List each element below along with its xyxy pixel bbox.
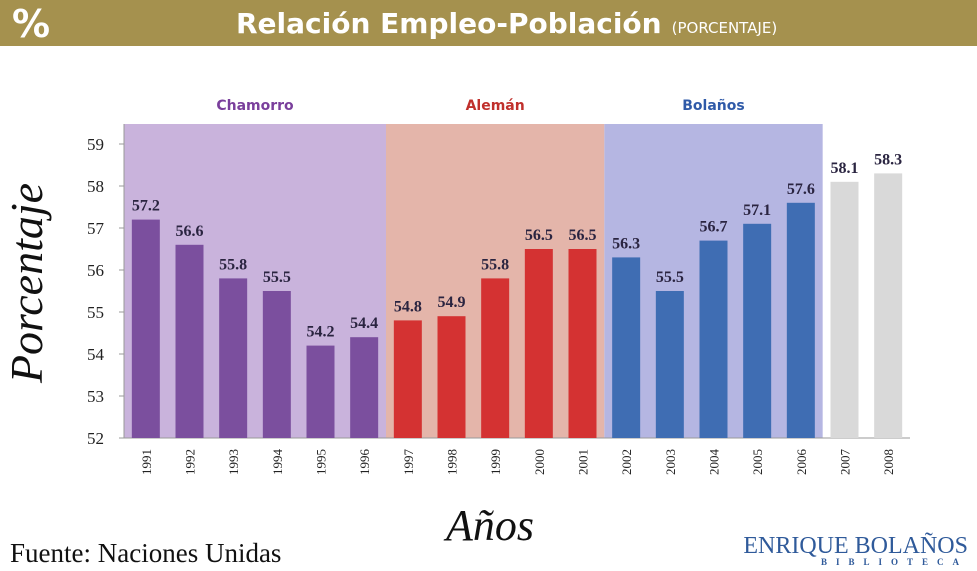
- subtitle: (PORCENTAJE): [672, 19, 778, 37]
- header-title: Relación Empleo-Población (PORCENTAJE): [236, 7, 777, 40]
- x-tick-label: 1998: [445, 449, 460, 475]
- value-label: 55.5: [656, 269, 684, 286]
- header-symbol: %: [12, 2, 50, 46]
- x-tick-label: 1997: [401, 449, 416, 476]
- x-tick-label: 2004: [707, 449, 722, 476]
- x-tick-label: 1995: [314, 449, 329, 475]
- y-tick-label: 58: [87, 177, 104, 196]
- bar: [262, 291, 291, 438]
- y-tick-label: 52: [87, 429, 104, 448]
- y-tick-label: 55: [87, 303, 104, 322]
- x-tick-label: 2006: [794, 449, 809, 476]
- value-label: 54.4: [350, 315, 378, 332]
- value-label: 56.5: [525, 227, 553, 244]
- y-axis-label: Porcentaje: [1, 183, 52, 384]
- bar: [743, 223, 772, 438]
- y-tick-label: 53: [87, 387, 104, 406]
- y-tick-label: 57: [87, 219, 105, 238]
- value-label: 56.6: [176, 223, 204, 240]
- y-tick-label: 56: [87, 261, 104, 280]
- value-label: 55.8: [481, 256, 509, 273]
- value-label: 54.9: [438, 294, 466, 311]
- period-label: Bolaños: [682, 98, 744, 114]
- bar: [830, 181, 859, 439]
- value-label: 57.1: [743, 202, 771, 219]
- x-tick-label: 2003: [663, 449, 678, 475]
- bar: [786, 202, 815, 438]
- bar: [699, 240, 728, 438]
- value-label: 55.8: [219, 256, 247, 273]
- bar: [612, 257, 641, 438]
- x-tick-label: 1993: [226, 449, 241, 475]
- x-tick-label: 1999: [488, 449, 503, 475]
- bar: [306, 345, 335, 438]
- value-label: 57.2: [132, 198, 160, 215]
- bar: [655, 291, 684, 438]
- x-tick-label: 2007: [838, 449, 853, 476]
- bar: [219, 278, 248, 438]
- value-label: 58.3: [874, 151, 902, 168]
- bar: [568, 249, 597, 438]
- bar: [393, 320, 422, 438]
- x-tick-label: 2008: [881, 449, 896, 475]
- bar: [175, 244, 204, 438]
- x-tick-label: 1992: [183, 449, 198, 475]
- title: Relación Empleo-Población: [236, 7, 662, 40]
- period-label: Chamorro: [216, 98, 294, 114]
- x-tick-label: 2000: [532, 449, 547, 475]
- bar: [131, 219, 160, 438]
- logo-name: ENRIQUE BOLAÑOS: [743, 533, 968, 559]
- x-tick-label: 2005: [750, 449, 765, 475]
- y-tick-label: 54: [87, 345, 105, 364]
- value-label: 54.2: [307, 324, 335, 341]
- bar: [437, 316, 466, 438]
- source: Fuente: Naciones Unidas: [10, 538, 281, 568]
- value-label: 55.5: [263, 269, 291, 286]
- bar: [874, 173, 903, 438]
- x-tick-label: 1994: [270, 449, 285, 476]
- x-tick-label: 1996: [357, 449, 372, 476]
- period-label: Alemán: [466, 98, 525, 114]
- bar: [481, 278, 510, 438]
- y-tick-label: 59: [87, 135, 104, 154]
- x-tick-label: 2002: [619, 449, 634, 475]
- value-label: 58.1: [831, 160, 859, 177]
- value-label: 56.3: [612, 235, 640, 252]
- value-label: 56.7: [700, 219, 728, 236]
- header-bar: [0, 0, 977, 46]
- bar: [524, 249, 553, 438]
- logo-sub: BIBLIOTECA: [821, 557, 968, 567]
- x-tick-label: 2001: [576, 449, 591, 475]
- x-axis-label: Años: [443, 501, 534, 550]
- bar: [350, 337, 379, 438]
- value-label: 56.5: [569, 227, 597, 244]
- period-band: [124, 124, 386, 438]
- x-tick-label: 1991: [139, 449, 154, 475]
- value-label: 54.8: [394, 298, 422, 315]
- value-label: 57.6: [787, 181, 815, 198]
